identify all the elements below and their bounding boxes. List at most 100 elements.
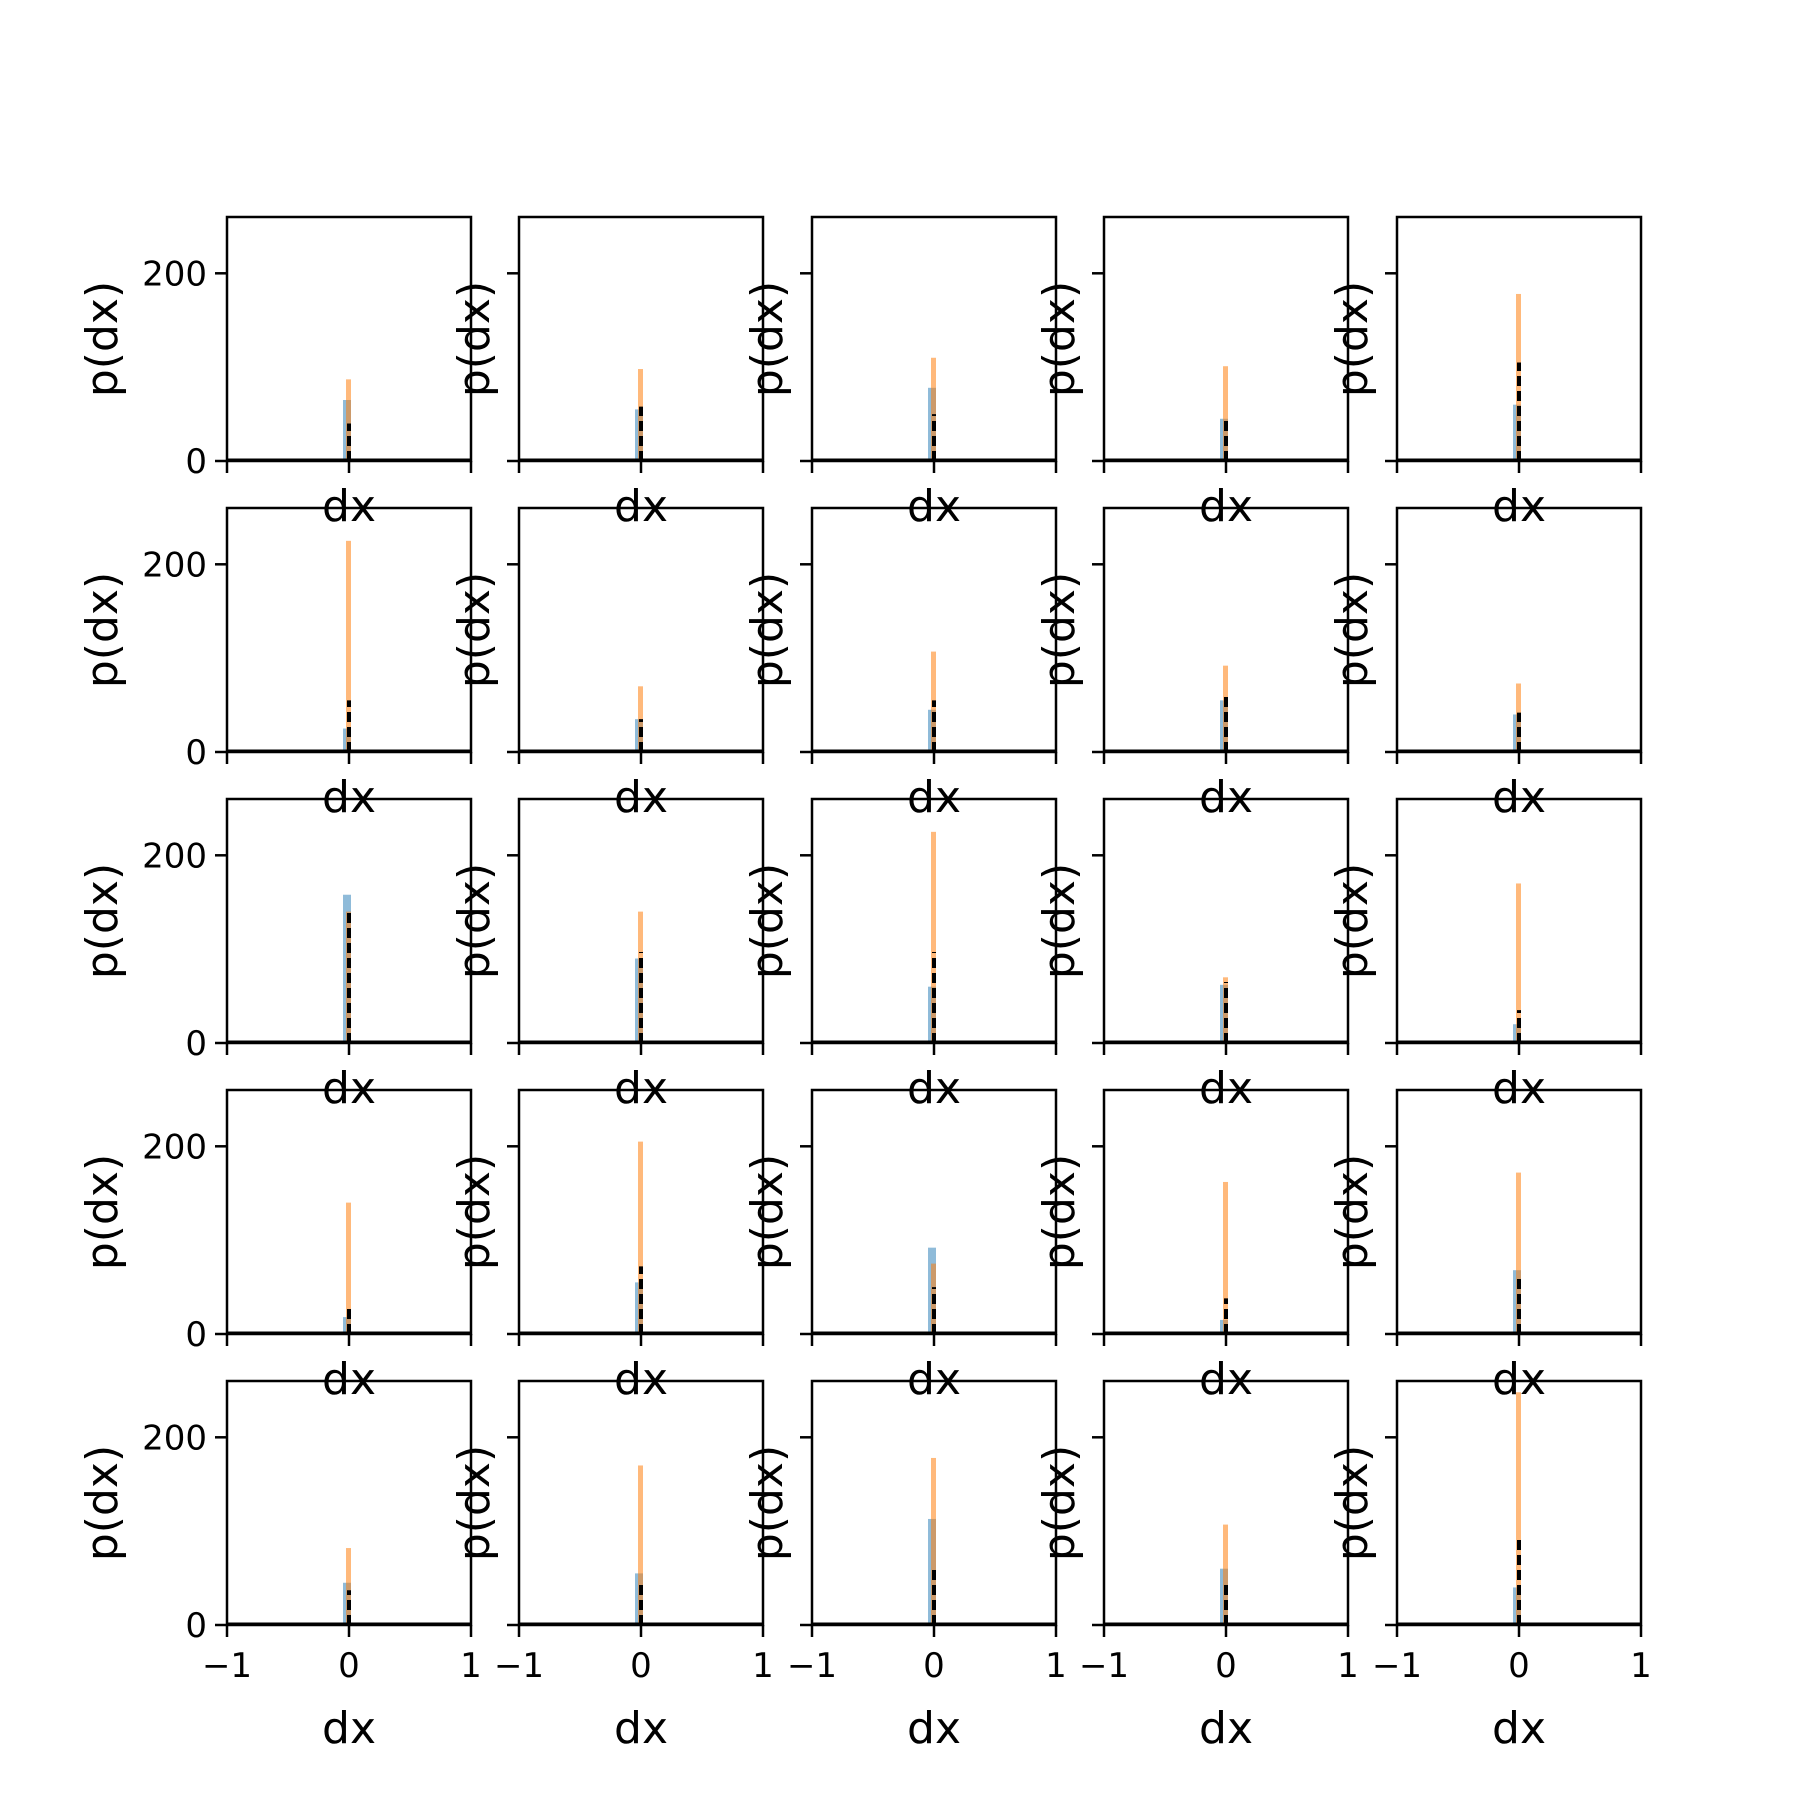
panel-1-1: 0 200 dx p(dx) — [77, 215, 473, 532]
x-axis-title: dx — [907, 772, 961, 823]
orange-histogram-bar — [931, 831, 936, 1043]
panel-5-5: −1 0 1 dx p(dx) — [1327, 1379, 1652, 1754]
panel-2-1: 0 200 dx p(dx) — [77, 506, 473, 823]
y-tick-label: 200 — [142, 254, 207, 294]
x-axis-title: dx — [907, 1354, 961, 1405]
x-axis-title: dx — [614, 1063, 668, 1114]
y-axis-title: p(dx) — [1327, 281, 1378, 397]
orange-histogram-bar — [638, 1465, 643, 1625]
y-axis-title: p(dx) — [449, 1445, 500, 1561]
y-axis-title: p(dx) — [1034, 281, 1085, 397]
orange-histogram-bar — [1223, 665, 1228, 752]
x-tick-label: −1 — [202, 1646, 252, 1686]
x-tick-label: 0 — [1215, 1646, 1237, 1686]
y-axis-title: p(dx) — [742, 1445, 793, 1561]
x-axis-title: dx — [614, 1354, 668, 1405]
orange-histogram-bar — [1516, 1392, 1521, 1625]
y-axis-title: p(dx) — [742, 863, 793, 979]
orange-histogram-bar — [1516, 883, 1521, 1043]
orange-histogram-bar — [346, 1202, 351, 1334]
y-tick-label: 200 — [142, 1418, 207, 1458]
orange-histogram-bar — [346, 1548, 351, 1625]
orange-histogram-bar — [638, 686, 643, 752]
y-axis-title: p(dx) — [1034, 1154, 1085, 1270]
x-tick-label: 1 — [1630, 1646, 1652, 1686]
y-axis-title: p(dx) — [1327, 1154, 1378, 1270]
panel-2-3: dx p(dx) — [742, 506, 1058, 823]
y-tick-label: 0 — [185, 442, 207, 482]
orange-histogram-bar — [931, 1457, 936, 1625]
x-axis-title: dx — [614, 1703, 668, 1754]
x-tick-label: −1 — [1372, 1646, 1422, 1686]
y-axis-title: p(dx) — [742, 281, 793, 397]
panel-3-1: 0 200 dx p(dx) — [77, 797, 473, 1114]
y-axis-title: p(dx) — [77, 1445, 128, 1561]
orange-histogram-bar — [931, 357, 936, 461]
panel-5-4: −1 0 1 dx p(dx) — [1034, 1379, 1359, 1754]
y-axis-title: p(dx) — [1034, 863, 1085, 979]
panel-5-2: −1 0 1 dx p(dx) — [449, 1379, 774, 1754]
y-tick-label: 200 — [142, 836, 207, 876]
y-axis-title: p(dx) — [742, 572, 793, 688]
y-tick-label: 0 — [185, 1315, 207, 1355]
orange-histogram-bar — [1223, 1181, 1228, 1334]
x-tick-label: −1 — [494, 1646, 544, 1686]
orange-histogram-bar — [1223, 1524, 1228, 1625]
x-axis-title: dx — [907, 1703, 961, 1754]
orange-histogram-bar — [346, 540, 351, 752]
x-axis-title: dx — [1492, 481, 1546, 532]
y-tick-label: 200 — [142, 545, 207, 585]
panel-2-4: dx p(dx) — [1034, 506, 1350, 823]
orange-histogram-bar — [638, 1141, 643, 1334]
panel-3-5: dx p(dx) — [1327, 797, 1643, 1114]
x-axis-title: dx — [1199, 1354, 1253, 1405]
x-tick-label: 0 — [1508, 1646, 1530, 1686]
y-axis-title: p(dx) — [1327, 572, 1378, 688]
x-axis-title: dx — [1199, 1063, 1253, 1114]
panel-4-5: dxp(dx) — [1327, 1088, 1643, 1405]
y-axis-title: p(dx) — [449, 281, 500, 397]
panel-5-3: −1 0 1 dx p(dx) — [742, 1379, 1067, 1754]
panel-1-5: dx p(dx) — [1327, 215, 1643, 532]
y-tick-label: 0 — [185, 733, 207, 773]
panel-1-4: dx p(dx) — [1034, 215, 1350, 532]
y-axis-title: p(dx) — [77, 1154, 128, 1270]
y-tick-label: 0 — [185, 1606, 207, 1646]
panel-1-3: dx p(dx) — [742, 215, 1058, 532]
panel-3-4: dx p(dx) — [1034, 797, 1350, 1114]
x-axis-title: dx — [1492, 1063, 1546, 1114]
panels-layer: 0200dxp(dx)dxp(dx)dxp(dx)dxp(dx)dxp(dx)0… — [77, 215, 1652, 1754]
y-axis-title: p(dx) — [742, 1154, 793, 1270]
panel-2-5: dx p(dx) — [1327, 506, 1643, 823]
x-axis-title: dx — [1492, 772, 1546, 823]
x-tick-label: −1 — [787, 1646, 837, 1686]
y-tick-label: 200 — [142, 1127, 207, 1167]
x-axis-title: dx — [322, 1063, 376, 1114]
y-axis-title: p(dx) — [449, 863, 500, 979]
x-tick-label: 0 — [338, 1646, 360, 1686]
orange-histogram-bar — [1516, 1172, 1521, 1334]
x-tick-label: 0 — [923, 1646, 945, 1686]
y-axis-title: p(dx) — [449, 572, 500, 688]
orange-histogram-bar — [346, 379, 351, 461]
x-axis-title: dx — [1199, 1703, 1253, 1754]
y-axis-title: p(dx) — [1327, 863, 1378, 979]
panel-4-3: dx p(dx) — [742, 1088, 1058, 1405]
x-axis-title: dx — [907, 1063, 961, 1114]
y-axis-title: p(dx) — [77, 572, 128, 688]
panel-2-2: dx p(dx) — [449, 506, 765, 823]
panel-4-2: dx p(dx) — [449, 1088, 765, 1405]
y-axis-title: p(dx) — [1034, 572, 1085, 688]
panel-4-1: 0 200 dx p(dx) — [77, 1088, 473, 1405]
panel-1-2: dx p(dx) — [449, 215, 765, 532]
y-tick-label: 0 — [185, 1024, 207, 1064]
x-axis-title: dx — [322, 1354, 376, 1405]
y-axis-title: p(dx) — [1034, 1445, 1085, 1561]
x-axis-title: dx — [322, 772, 376, 823]
x-axis-title: dx — [1492, 1703, 1546, 1754]
panel-4-4: dx p(dx) — [1034, 1088, 1350, 1405]
x-tick-label: 1 — [752, 1646, 774, 1686]
x-tick-label: −1 — [1079, 1646, 1129, 1686]
